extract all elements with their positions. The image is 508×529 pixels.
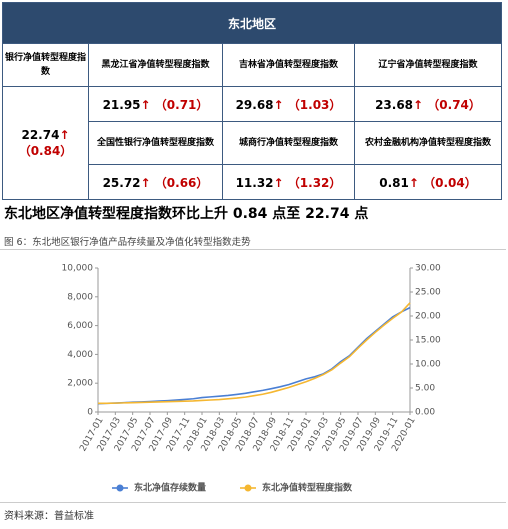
cell: 0.81↑ （0.04）: [354, 164, 502, 200]
y-tick-label: 2,000: [67, 379, 93, 389]
arrow: ↑: [140, 175, 151, 190]
cell: 21.95↑ （0.71）: [88, 86, 223, 122]
cell: 11.32↑ （1.32）: [222, 164, 355, 200]
series-line: [97, 306, 411, 405]
cell: 25.72↑ （0.66）: [88, 164, 223, 200]
change: （0.04）: [423, 175, 477, 190]
value: 22.74: [21, 127, 60, 142]
change: （0.71）: [154, 97, 209, 112]
y2-tick-label: 15.00: [415, 336, 441, 346]
y-tick-label: 4,000: [67, 350, 93, 360]
change: （0.66）: [154, 175, 209, 190]
change: （0.74）: [427, 97, 481, 112]
cell: 23.68↑ （0.74）: [354, 86, 502, 122]
y2-tick-label: 25.00: [415, 288, 441, 298]
left-value: 22.74↑ （0.84）: [2, 86, 89, 200]
heading: 东北地区净值转型程度指数环比上升 0.84 点至 22.74 点: [4, 206, 369, 222]
table-title: 东北地区: [2, 2, 502, 44]
legend-label: 东北净值转型程度指数: [262, 482, 353, 494]
col-header: 城商行净值转型程度指数: [222, 121, 355, 165]
y-tick-label: 6,000: [67, 321, 93, 331]
source: 资料来源：普益标准: [4, 511, 94, 522]
value: 11.32: [235, 175, 274, 190]
y2-tick-label: 20.00: [415, 312, 441, 322]
arrow: ↑: [273, 97, 284, 112]
change: （1.32）: [287, 175, 342, 190]
chart: 0 2,000 4,000 6,000 8,000 10,000 0.00 5.00 10.00…: [62, 264, 442, 494]
y-tick-label: 10,000: [62, 264, 94, 274]
arrow: ↑: [273, 175, 284, 190]
y2-tick-label: 30.00: [415, 264, 441, 274]
separator: [0, 249, 506, 250]
y-tick-label: 8,000: [67, 292, 93, 302]
legend-label: 东北净值存续数量: [134, 482, 206, 494]
arrow: ↑: [408, 175, 419, 190]
value: 23.68: [375, 97, 414, 112]
col-header: 吉林省净值转型程度指数: [222, 43, 355, 87]
change: （1.03）: [287, 97, 342, 112]
value: 0.81: [379, 175, 409, 190]
y2-tick-label: 0.00: [415, 408, 435, 418]
arrow: ↑: [413, 97, 424, 112]
arrow: ↑: [140, 97, 151, 112]
col-header: 全国性银行净值转型程度指数: [88, 121, 223, 165]
y2-tick-label: 5.00: [415, 384, 435, 394]
value: 21.95: [102, 97, 141, 112]
separator: [0, 502, 506, 503]
value: 25.72: [102, 175, 141, 190]
series-line: [98, 302, 411, 405]
arrow: ↑: [59, 127, 70, 142]
col-header: 黑龙江省净值转型程度指数: [88, 43, 223, 87]
change: （0.84）: [18, 143, 73, 158]
left-header: 银行净值转型程度指数: [2, 43, 89, 87]
col-header: 辽宁省净值转型程度指数: [354, 43, 502, 87]
y-tick-label: 0: [87, 408, 93, 418]
figure-caption: 图 6：东北地区银行净值产品存续量及净值化转型指数走势: [4, 237, 251, 248]
col-header: 农村金融机构净值转型程度指数: [354, 121, 502, 165]
index-table: 东北地区 银行净值转型程度指数 黑龙江省净值转型程度指数 吉林省净值转型程度指数…: [2, 2, 502, 200]
value: 29.68: [235, 97, 274, 112]
y2-tick-label: 10.00: [415, 360, 441, 370]
cell: 29.68↑ （1.03）: [222, 86, 355, 122]
